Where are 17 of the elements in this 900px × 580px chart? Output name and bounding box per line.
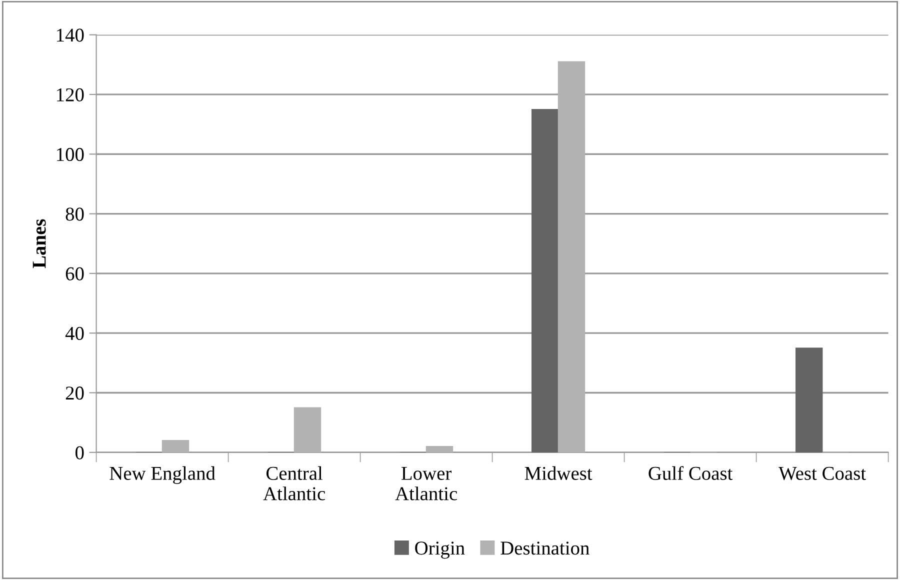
y-tick-label: 100: [57, 148, 84, 162]
y-tick-label: 140: [57, 28, 84, 42]
x-tick-label: Central Atlantic: [263, 466, 326, 500]
y-tick-label: 120: [57, 88, 84, 102]
y-axis-title: Lanes: [32, 219, 46, 268]
x-tick-label: West Coast: [778, 466, 866, 480]
y-tick-label: 40: [65, 326, 84, 340]
x-tick-label: New England: [110, 466, 216, 484]
y-tick-label: 80: [66, 208, 84, 221]
y-tick-label: 0: [76, 446, 84, 460]
y-tick-label: 60: [66, 267, 84, 280]
x-tick-label: Midwest: [524, 466, 592, 480]
x-tick-label: Lower Atlantic: [395, 467, 458, 500]
y-tick-label: 20: [66, 386, 84, 400]
x-tick-label: Gulf Coast: [648, 466, 733, 480]
legend-label: Origin: [415, 542, 465, 559]
legend-label: Destination: [500, 542, 590, 555]
